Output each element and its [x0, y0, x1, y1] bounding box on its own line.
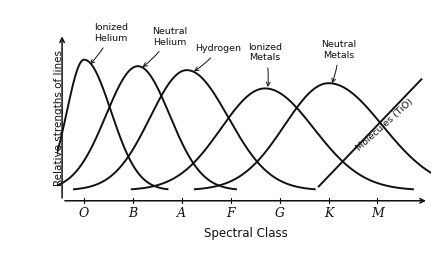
Text: A: A — [177, 207, 187, 220]
Text: F: F — [227, 207, 235, 220]
Text: Molecules (TiO): Molecules (TiO) — [355, 97, 415, 153]
Text: B: B — [128, 207, 138, 220]
Text: Relative strengths of lines: Relative strengths of lines — [54, 50, 64, 186]
Text: M: M — [371, 207, 384, 220]
Text: Spectral Class: Spectral Class — [204, 227, 287, 240]
Text: K: K — [324, 207, 333, 220]
Text: Neutral
Helium: Neutral Helium — [143, 27, 187, 67]
Text: G: G — [275, 207, 285, 220]
Text: O: O — [79, 207, 89, 220]
Text: Neutral
Metals: Neutral Metals — [321, 40, 356, 82]
Text: Hydrogen: Hydrogen — [195, 44, 242, 71]
Text: Ionized
Helium: Ionized Helium — [91, 23, 128, 63]
Text: Ionized
Metals: Ionized Metals — [248, 43, 282, 86]
